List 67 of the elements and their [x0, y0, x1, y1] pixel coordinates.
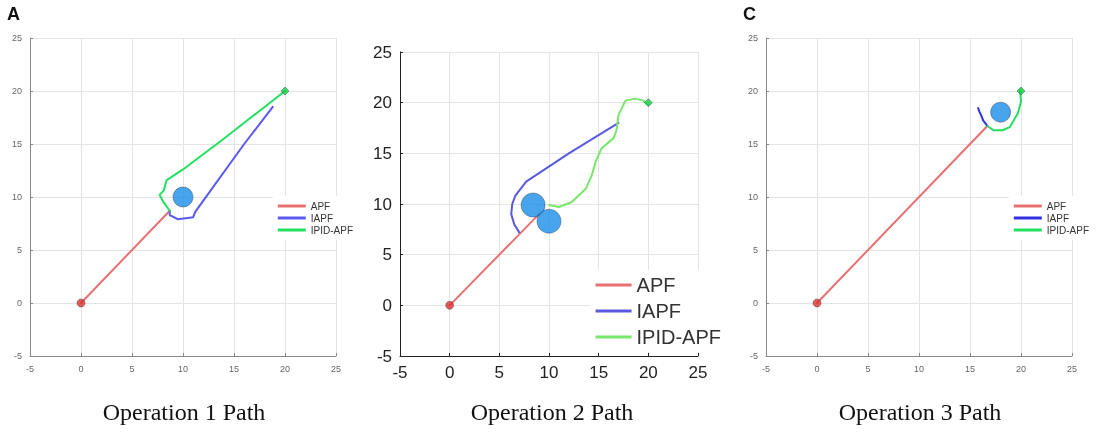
y-tick-label: 20 — [373, 93, 392, 113]
point — [536, 208, 562, 234]
y-tick-label: 0 — [16, 298, 22, 308]
line-series — [510, 121, 620, 234]
y-tick-label: 0 — [752, 298, 758, 308]
x-tick-label: 15 — [228, 363, 240, 374]
legend-label: APF — [636, 274, 676, 296]
x-tick-label: -5 — [761, 363, 771, 374]
legend-label: IPID-APF — [310, 224, 354, 236]
y-tick-label: 5 — [752, 245, 758, 255]
y-tick-label: 15 — [747, 139, 758, 149]
y-tick-label: 10 — [747, 192, 758, 202]
x-tick-label: 5 — [865, 363, 871, 374]
y-tick-label: 15 — [11, 139, 22, 149]
x-tick-label: 20 — [279, 363, 291, 374]
y-tick-label: 20 — [11, 86, 22, 96]
x-tick-label: 5 — [494, 363, 505, 382]
chart-title: C — [743, 4, 756, 24]
legend-label: IAPF — [636, 300, 681, 322]
legend-label: APF — [1046, 200, 1067, 212]
point — [1016, 86, 1026, 96]
x-tick-label: 20 — [1015, 363, 1027, 374]
point — [990, 101, 1011, 123]
text: Operation 1 Path — [101, 399, 267, 426]
y-tick-label: 25 — [747, 33, 758, 43]
x-tick-label: 10 — [913, 363, 925, 374]
x-tick-label: 15 — [964, 363, 976, 374]
x-tick-label: 0 — [814, 363, 820, 374]
point — [520, 192, 546, 218]
x-tick-label: 10 — [177, 363, 189, 374]
chart-title: A — [7, 4, 20, 24]
line-series — [977, 106, 989, 127]
y-tick-label: 0 — [382, 295, 392, 315]
y-tick-label: 10 — [373, 194, 392, 214]
x-tick-label: 5 — [129, 363, 135, 374]
legend-label: IAPF — [1046, 212, 1070, 224]
y-tick-label: -5 — [13, 351, 22, 361]
x-tick-label: 10 — [539, 363, 559, 382]
x-tick-label: 25 — [688, 363, 708, 382]
x-tick-label: 15 — [589, 363, 609, 382]
x-tick-label: -5 — [25, 363, 35, 374]
text: Operation 2 Path — [469, 399, 635, 426]
y-tick-label: -5 — [749, 351, 758, 361]
point — [172, 186, 194, 208]
point — [812, 298, 822, 308]
y-tick-label: 5 — [382, 245, 392, 265]
point — [644, 98, 653, 107]
legend-label: IPID-APF — [1046, 224, 1090, 236]
legend-label: IAPF — [310, 212, 334, 224]
y-tick-label: 25 — [373, 42, 392, 62]
legend-label: IPID-APF — [636, 326, 721, 348]
x-tick-label: 20 — [638, 363, 658, 382]
point — [76, 298, 86, 308]
line-series — [168, 105, 274, 221]
point — [280, 86, 290, 96]
legend-label: APF — [310, 200, 331, 212]
x-tick-label: 0 — [78, 363, 84, 374]
y-tick-label: 15 — [373, 143, 392, 163]
point — [445, 301, 454, 310]
y-tick-label: 20 — [747, 86, 758, 96]
y-tick-label: 5 — [16, 245, 22, 255]
y-tick-label: 10 — [11, 192, 22, 202]
x-tick-label: 25 — [330, 363, 342, 374]
y-tick-label: 25 — [11, 33, 22, 43]
x-tick-label: 25 — [1066, 363, 1078, 374]
text: Operation 3 Path — [837, 399, 1003, 426]
x-tick-label: 0 — [444, 363, 455, 382]
